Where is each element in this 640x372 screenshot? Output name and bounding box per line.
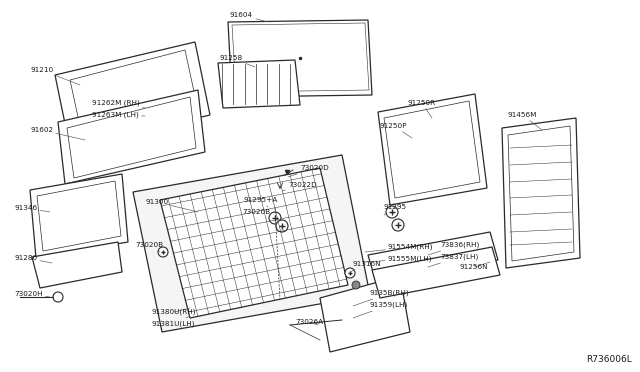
Text: 91295: 91295	[384, 204, 407, 215]
Text: 91250P: 91250P	[380, 123, 412, 138]
Text: 91295+A: 91295+A	[244, 197, 278, 207]
Text: 91262M (RH): 91262M (RH)	[92, 100, 145, 108]
Polygon shape	[384, 101, 480, 198]
Text: 91250R: 91250R	[408, 100, 436, 118]
Polygon shape	[320, 276, 410, 352]
Text: 91258: 91258	[220, 55, 255, 67]
Polygon shape	[67, 97, 196, 178]
Polygon shape	[30, 174, 128, 258]
Polygon shape	[368, 232, 498, 282]
Text: 73020D: 73020D	[288, 165, 329, 177]
Text: 91554M(RH): 91554M(RH)	[365, 244, 433, 252]
Text: 91210: 91210	[30, 67, 80, 85]
Text: 91300: 91300	[145, 199, 198, 212]
Circle shape	[392, 219, 404, 231]
Text: 73020B: 73020B	[135, 242, 163, 252]
Polygon shape	[133, 155, 370, 332]
Text: 91604: 91604	[230, 12, 268, 22]
Circle shape	[53, 292, 63, 302]
Polygon shape	[70, 50, 198, 140]
Polygon shape	[228, 20, 372, 97]
Polygon shape	[378, 94, 487, 205]
Polygon shape	[232, 23, 369, 92]
Text: 91456M: 91456M	[508, 112, 542, 130]
Text: 91380U(RH): 91380U(RH)	[152, 308, 196, 315]
Text: R736006L: R736006L	[586, 355, 632, 364]
Circle shape	[269, 212, 281, 224]
Text: 91381U(LH): 91381U(LH)	[152, 316, 195, 327]
Text: 91256N: 91256N	[460, 262, 490, 270]
Polygon shape	[37, 181, 121, 251]
Text: 73020H: 73020H	[14, 291, 50, 297]
Text: 73022D: 73022D	[282, 182, 317, 191]
Text: 91346: 91346	[14, 205, 50, 212]
Circle shape	[386, 206, 398, 218]
Polygon shape	[218, 60, 300, 108]
Text: 73836(RH): 73836(RH)	[428, 242, 479, 255]
Circle shape	[158, 247, 168, 257]
Text: 91316N: 91316N	[350, 261, 381, 272]
Polygon shape	[508, 126, 574, 261]
Text: 91602: 91602	[30, 127, 85, 140]
Polygon shape	[58, 90, 205, 184]
Circle shape	[276, 220, 288, 232]
Text: 73026A: 73026A	[295, 319, 323, 325]
Text: 73020B: 73020B	[242, 209, 270, 218]
Polygon shape	[502, 118, 580, 268]
Text: 9135B(RH): 9135B(RH)	[353, 290, 410, 306]
Polygon shape	[55, 42, 210, 148]
Polygon shape	[32, 242, 122, 288]
Circle shape	[345, 268, 355, 278]
Text: 91280: 91280	[14, 255, 52, 263]
Text: 91359(LH): 91359(LH)	[353, 302, 408, 318]
Polygon shape	[160, 168, 348, 318]
Text: 91263M (LH): 91263M (LH)	[92, 112, 145, 118]
Text: 73837(LH): 73837(LH)	[428, 254, 478, 267]
Circle shape	[352, 281, 360, 289]
Text: 91555M(LH): 91555M(LH)	[365, 256, 433, 262]
Polygon shape	[372, 247, 500, 298]
